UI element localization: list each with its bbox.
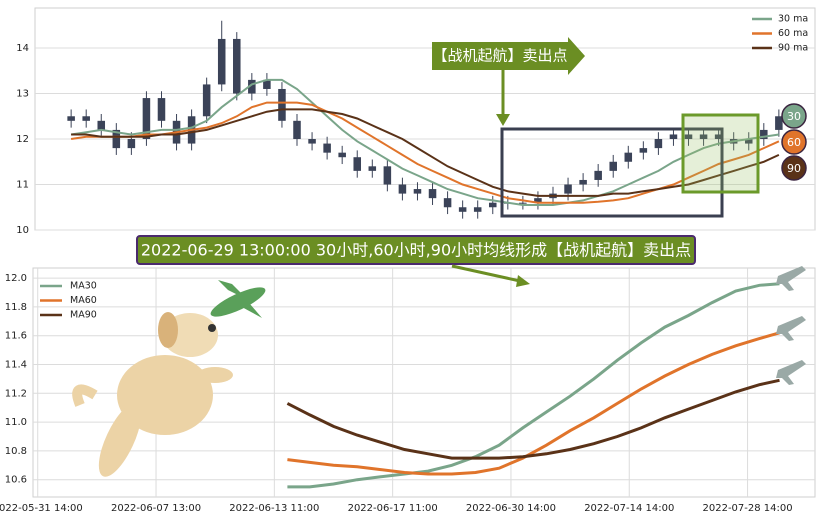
ma-badge-label: 60 xyxy=(787,136,801,149)
banner-title: 2022-06-29 13:00:00 30小时,60小时,90小时均线形成【战… xyxy=(141,241,691,260)
y-tick-label: 11 xyxy=(16,180,29,191)
candle-body xyxy=(760,129,768,140)
signal-box xyxy=(681,113,760,194)
signal-arrow-box xyxy=(432,37,585,75)
candle-body xyxy=(639,148,648,153)
candle-body xyxy=(353,157,362,171)
candle-body xyxy=(217,38,226,85)
y-tick-label: 14 xyxy=(16,43,29,54)
candle-body xyxy=(654,139,663,149)
x-tick-label: 2022-07-14 14:00 xyxy=(584,503,674,514)
candle-body xyxy=(293,120,301,140)
candle-body xyxy=(699,134,708,140)
candle-body xyxy=(519,202,527,204)
plane-illustration xyxy=(210,280,266,318)
legend-label: MA60 xyxy=(70,295,97,306)
pointer xyxy=(451,264,521,283)
candle-body xyxy=(323,143,331,153)
candle-body xyxy=(308,139,316,144)
candle-body xyxy=(714,134,723,140)
ma-badge-label: 30 xyxy=(787,110,801,123)
candle-body xyxy=(594,170,602,180)
signal-label: 【战机起航】卖出点 xyxy=(432,47,567,65)
candle-body xyxy=(263,79,271,89)
dog-illustration xyxy=(72,312,233,477)
y-tick-label: 10.8 xyxy=(5,446,27,457)
candle-body xyxy=(473,207,482,212)
candle-body xyxy=(428,189,437,199)
legend-label: 60 ma xyxy=(778,28,808,39)
candle-body xyxy=(458,207,467,212)
candle-body xyxy=(142,98,151,140)
x-tick-label: 2022-06-17 11:00 xyxy=(348,503,438,514)
y-tick-label: 11.0 xyxy=(5,417,27,428)
candle-body xyxy=(67,116,75,121)
candle-body xyxy=(609,161,617,171)
candle-body xyxy=(278,88,286,121)
candle-body xyxy=(368,166,377,171)
candle-body xyxy=(127,139,136,149)
candle-body xyxy=(157,98,166,121)
highlight-box xyxy=(500,127,724,218)
candle-body xyxy=(534,198,542,203)
pointer-head xyxy=(516,275,530,287)
candle-body xyxy=(624,152,633,162)
candle-body xyxy=(775,116,783,130)
plane-icons xyxy=(776,266,806,385)
x-tick-label: 2022-06-30 14:00 xyxy=(466,503,556,514)
candle-body xyxy=(398,184,407,194)
y-tick-label: 12.0 xyxy=(5,273,27,284)
candle-body xyxy=(443,198,452,208)
y-tick-label: 11.2 xyxy=(5,388,27,399)
y-tick-label: 11.4 xyxy=(5,359,27,370)
candle-body xyxy=(579,179,587,185)
pointer-head xyxy=(496,114,510,126)
y-tick-label: 10 xyxy=(16,225,29,236)
y-tick-label: 11.6 xyxy=(5,331,27,342)
x-tick-label: 2022-07-28 14:00 xyxy=(703,503,793,514)
y-tick-label: 12 xyxy=(16,134,29,145)
ma-line xyxy=(287,282,780,489)
candle-body xyxy=(413,189,422,194)
ma-badge xyxy=(781,155,807,181)
candle-body xyxy=(744,139,753,144)
legend-label: MA90 xyxy=(70,310,97,321)
x-tick-label: 2022-06-07 13:00 xyxy=(111,503,201,514)
legend-label: MA30 xyxy=(70,281,97,292)
ma-line xyxy=(287,331,780,476)
candle-body xyxy=(82,116,90,121)
x-tick-label: 2022-05-31 14:00 xyxy=(0,503,83,514)
legend-label: 30 ma xyxy=(778,14,808,25)
ma-line xyxy=(286,378,780,460)
candle-body xyxy=(383,166,392,185)
y-tick-label: 13 xyxy=(16,89,29,100)
candle-body xyxy=(233,38,241,94)
candle-body xyxy=(684,134,693,140)
banner xyxy=(136,235,696,265)
candle-body xyxy=(112,129,121,149)
candle-body xyxy=(97,120,106,130)
candle-body xyxy=(669,134,678,140)
ma-badge xyxy=(781,129,807,155)
ma-badge xyxy=(781,103,807,129)
ma-line xyxy=(71,108,780,197)
ma-line xyxy=(70,78,780,206)
candle-body xyxy=(248,79,256,94)
y-tick-label: 11.8 xyxy=(5,302,27,313)
ma-badge-label: 90 xyxy=(787,162,801,175)
candle-body xyxy=(564,184,572,194)
candle-body xyxy=(202,84,211,117)
x-tick-label: 2022-06-13 11:00 xyxy=(229,503,319,514)
candle-body xyxy=(488,202,497,208)
y-tick-label: 10.6 xyxy=(5,475,27,486)
candle-body xyxy=(338,152,346,158)
legend-label: 90 ma xyxy=(778,43,808,54)
